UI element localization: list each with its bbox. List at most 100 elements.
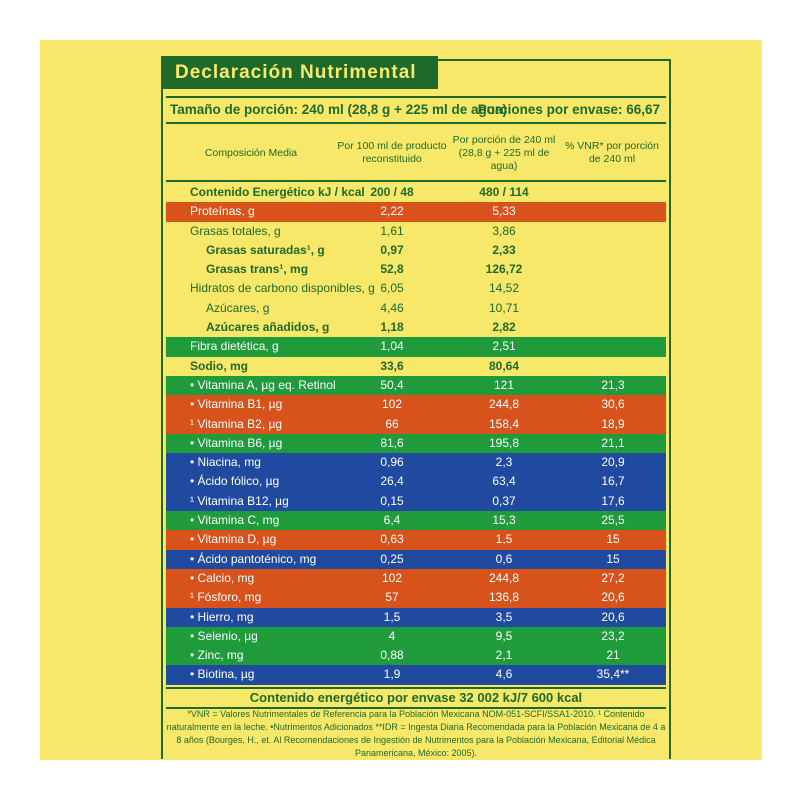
value-per-100ml: 0,25 [380, 551, 404, 566]
value-per-100ml: 102 [381, 397, 403, 412]
header-per-serving: Por porción de 240 ml (28,8 g + 225 ml d… [452, 133, 556, 172]
nutrient-name: ¹ Vitamina B12, µg [190, 493, 289, 508]
nutrient-name: Hidratos de carbono disponibles, g [190, 281, 375, 296]
table-row: • Vitamina C, mg 6,4 15,3 25,5 [166, 511, 666, 531]
portions-per-package: Porciones por envase: 66,67 [477, 102, 660, 117]
table-row: Hidratos de carbono disponibles, g 6,05 14… [166, 279, 666, 298]
nutrient-name: Azúcares, g [206, 300, 270, 315]
value-per-100ml: 0,15 [380, 493, 404, 508]
table-row: ¹ Vitamina B2, µg 66 158,4 18,9 [166, 414, 666, 434]
value-vnr-percent: 23,2 [601, 628, 625, 643]
value-vnr-percent: 20,9 [601, 455, 625, 470]
value-per-100ml: 1,9 [383, 667, 401, 682]
footnote: *VNR = Valores Nutrimentales de Referenc… [166, 709, 666, 758]
value-per-100ml: 6,4 [383, 513, 401, 528]
table-row: Proteínas, g 2,22 5,33 [166, 202, 666, 222]
serving-size: Tamaño de porción: 240 ml (28,8 g + 225 … [170, 102, 507, 117]
value-per-serving: 15,3 [492, 513, 516, 528]
nutrient-name: • Vitamina C, mg [190, 513, 280, 528]
table-row: • Vitamina D, µg 0,63 1,5 15 [166, 530, 666, 550]
value-per-serving: 1,5 [495, 532, 513, 547]
nutrient-name: • Biotina, µg [190, 667, 255, 682]
value-per-100ml: 52,8 [380, 262, 404, 277]
table-row: • Calcio, mg 102 244,8 27,2 [166, 568, 666, 589]
table-row: Grasas saturadas¹, g 0,97 2,33 [166, 241, 666, 260]
value-per-100ml: 2,22 [380, 204, 404, 219]
value-per-serving: 63,4 [492, 474, 516, 489]
value-vnr-percent: 21,3 [601, 377, 625, 392]
value-per-serving: 244,8 [488, 397, 520, 412]
nutrient-name: Grasas trans¹, mg [206, 262, 309, 277]
nutrient-name: • Niacina, mg [190, 455, 261, 470]
value-per-serving: 10,71 [488, 300, 520, 315]
value-per-serving: 3,86 [492, 223, 516, 238]
nutrient-name: • Vitamina B6, µg [190, 435, 283, 450]
value-vnr-percent: 16,7 [601, 474, 625, 489]
table-row: • Ácido pantoténico, mg 0,25 0,6 15 [166, 549, 666, 569]
nutrient-name: • Zinc, mg [190, 648, 244, 663]
table-row: • Selenio, µg 4 9,5 23,2 [166, 626, 666, 647]
value-per-serving: 2,3 [495, 455, 513, 470]
value-per-100ml: 6,05 [380, 281, 404, 296]
header-per-100ml: Por 100 ml de producto reconstituido [337, 140, 447, 165]
header-composition: Composición Media [204, 146, 298, 159]
table-row: • Hierro, mg 1,5 3,5 20,6 [166, 607, 666, 627]
value-per-serving: 14,52 [488, 281, 520, 296]
value-vnr-percent: 20,6 [601, 609, 625, 624]
value-per-serving: 244,8 [488, 570, 520, 585]
value-per-serving: 2,51 [492, 339, 516, 354]
nutrition-title: Declaración Nutrimental [161, 56, 438, 89]
value-vnr-percent: 15 [606, 551, 620, 566]
value-per-100ml: 0,63 [380, 532, 404, 547]
nutrient-name: Contenido Energético kJ / kcal [190, 185, 365, 199]
nutrient-name: • Hierro, mg [190, 609, 254, 624]
table-row: • Zinc, mg 0,88 2,1 21 [166, 646, 666, 666]
value-per-serving: 136,8 [488, 590, 520, 605]
table-row: • Vitamina A, µg eq. Retinol 50,4 121 21,3 [166, 375, 666, 396]
value-per-serving: 158,4 [488, 416, 520, 431]
value-per-100ml: 50,4 [380, 377, 404, 392]
nutrient-name: • Vitamina B1, µg [190, 397, 283, 412]
value-per-serving: 126,72 [485, 262, 523, 277]
value-vnr-percent: 30,6 [601, 397, 625, 412]
value-per-serving: 195,8 [488, 435, 520, 450]
value-per-100ml: 200 / 48 [370, 185, 414, 199]
table-row: • Vitamina B1, µg 102 244,8 30,6 [166, 395, 666, 415]
value-per-100ml: 1,04 [380, 339, 404, 354]
value-per-serving: 2,82 [492, 320, 516, 335]
value-per-100ml: 26,4 [380, 474, 404, 489]
serving-info-bar: Tamaño de porción: 240 ml (28,8 g + 225 … [166, 96, 666, 124]
nutrient-name: • Vitamina A, µg eq. Retinol [190, 377, 336, 392]
nutrient-name: • Selenio, µg [190, 628, 258, 643]
nutrient-name: • Ácido pantoténico, mg [190, 551, 317, 566]
value-per-serving: 2,33 [492, 242, 516, 257]
nutrient-name: Fibra dietética, g [190, 339, 279, 354]
nutrient-name: ¹ Fósforo, mg [190, 590, 262, 605]
table-row: Azúcares añadidos, g 1,18 2,82 [166, 318, 666, 337]
value-vnr-percent: 17,6 [601, 493, 625, 508]
value-per-100ml: 57 [385, 590, 399, 605]
value-per-100ml: 1,61 [380, 223, 404, 238]
nutrient-name: Sodio, mg [190, 358, 248, 373]
value-per-100ml: 33,6 [380, 358, 404, 373]
value-per-serving: 0,6 [495, 551, 513, 566]
value-per-100ml: 0,88 [380, 648, 404, 663]
nutrition-rows: Contenido Energético kJ / kcal 200 / 48 48… [166, 183, 666, 685]
value-per-serving: 121 [493, 377, 515, 392]
table-row: • Vitamina B6, µg 81,6 195,8 21,1 [166, 433, 666, 454]
table-row: • Biotina, µg 1,9 4,6 35,4** [166, 665, 666, 685]
table-row: Contenido Energético kJ / kcal 200 / 48 48… [166, 183, 666, 202]
nutrient-name: • Ácido fólico, µg [190, 474, 280, 489]
table-row: Grasas trans¹, mg 52,8 126,72 [166, 260, 666, 279]
value-per-100ml: 1,18 [380, 320, 404, 335]
value-per-100ml: 81,6 [380, 435, 404, 450]
value-per-100ml: 0,97 [380, 242, 404, 257]
value-per-serving: 3,5 [495, 609, 513, 624]
table-row: ¹ Fósforo, mg 57 136,8 20,6 [166, 588, 666, 608]
value-per-serving: 5,33 [492, 204, 516, 219]
header-divider [166, 180, 666, 182]
value-per-100ml: 66 [385, 416, 399, 431]
energy-per-package: Contenido energético por envase 32 002 k… [166, 687, 666, 709]
value-vnr-percent: 25,5 [601, 513, 625, 528]
value-per-serving: 480 / 114 [479, 185, 529, 199]
